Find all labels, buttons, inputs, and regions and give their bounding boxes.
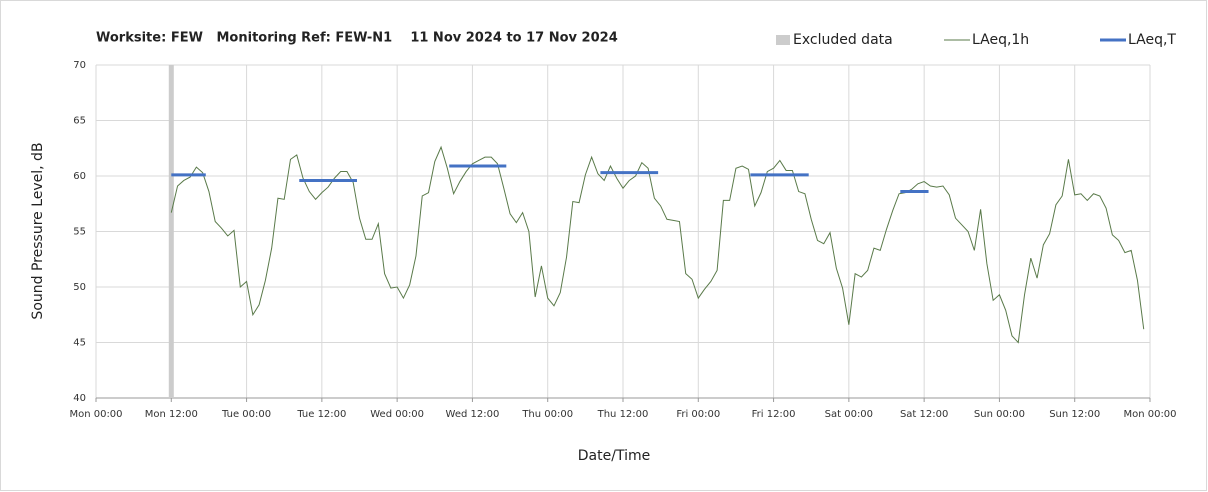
excluded-band: [168, 65, 174, 398]
legend-label: LAeq,T: [1128, 32, 1176, 48]
y-tick-label: 60: [73, 171, 86, 182]
x-tick-label: Sat 12:00: [900, 409, 948, 420]
y-tick-label: 70: [73, 60, 86, 71]
y-tick-label: 45: [73, 338, 86, 349]
x-tick-label: Tue 00:00: [221, 409, 271, 420]
x-tick-label: Sun 00:00: [974, 409, 1025, 420]
y-tick-label: 65: [73, 116, 86, 127]
x-axis-label: Date/Time: [578, 448, 650, 464]
legend-swatch: [776, 35, 790, 45]
x-tick-label: Mon 12:00: [145, 409, 198, 420]
x-tick-label: Thu 12:00: [597, 409, 649, 420]
x-tick-label: Thu 00:00: [521, 409, 573, 420]
x-tick-label: Mon 00:00: [69, 409, 122, 420]
chart-title: Worksite: FEW Monitoring Ref: FEW-N1 11 …: [96, 31, 618, 46]
x-tick-label: Tue 12:00: [296, 409, 346, 420]
y-tick-label: 40: [73, 393, 86, 404]
x-tick-label: Mon 00:00: [1123, 409, 1176, 420]
legend-label: LAeq,1h: [972, 32, 1029, 48]
x-tick-label: Wed 00:00: [370, 409, 424, 420]
y-axis-label: Sound Pressure Level, dB: [30, 142, 46, 319]
x-tick-label: Fri 12:00: [752, 409, 796, 420]
y-tick-label: 50: [73, 282, 86, 293]
x-tick-label: Sun 12:00: [1049, 409, 1100, 420]
x-tick-label: Wed 12:00: [446, 409, 500, 420]
x-tick-label: Fri 00:00: [676, 409, 720, 420]
y-tick-label: 55: [73, 227, 86, 238]
legend-label: Excluded data: [793, 32, 893, 48]
x-tick-label: Sat 00:00: [825, 409, 873, 420]
